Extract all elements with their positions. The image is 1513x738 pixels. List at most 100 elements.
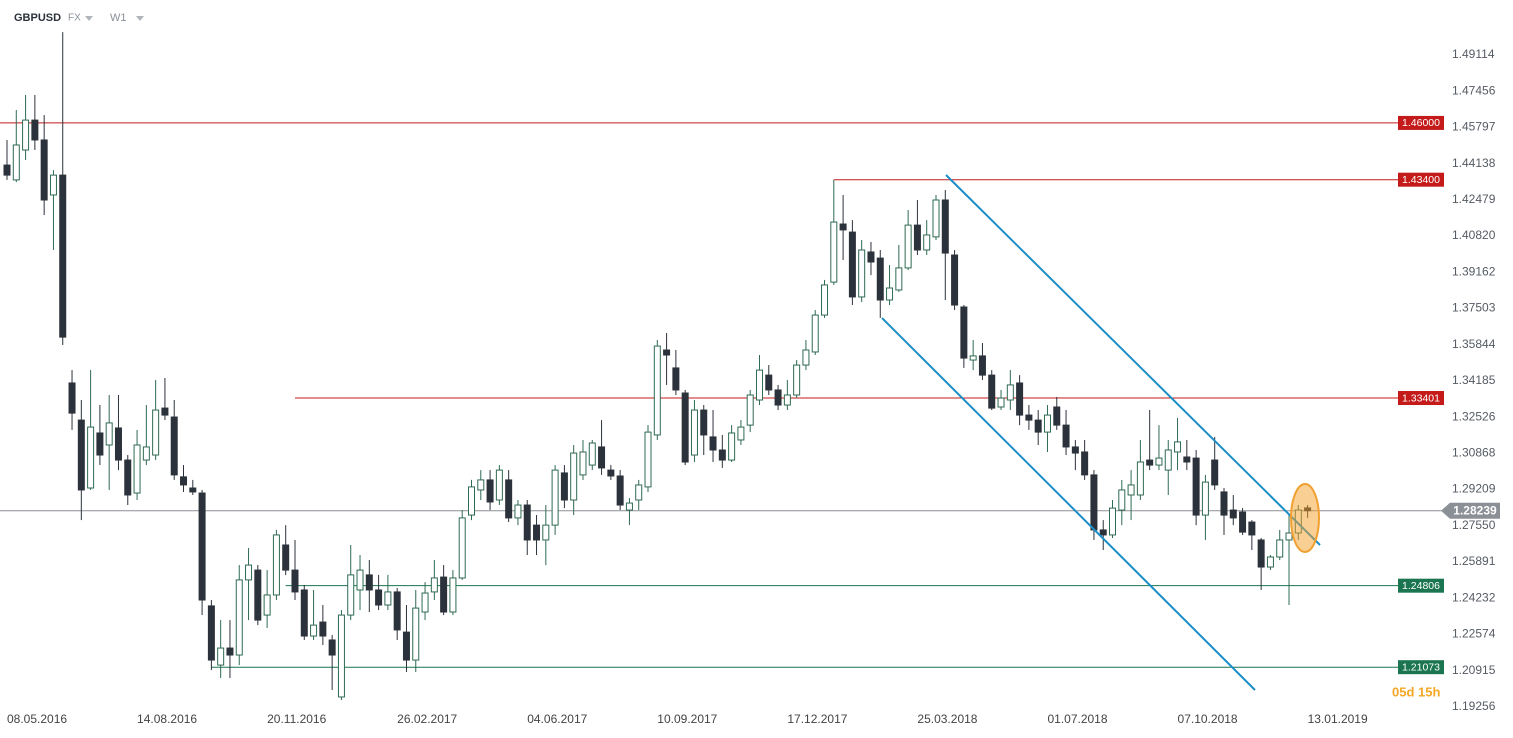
candle-body xyxy=(180,476,188,486)
x-tick-label: 13.01.2019 xyxy=(1308,712,1368,726)
candle-body xyxy=(728,432,736,461)
candle-body xyxy=(365,574,373,591)
candle-body xyxy=(681,392,689,463)
level-label: 1.24806 xyxy=(1402,580,1440,592)
candle-body xyxy=(291,569,299,593)
y-tick-label: 1.20915 xyxy=(1452,663,1496,677)
candle-body xyxy=(663,349,671,356)
candle-body xyxy=(68,382,76,414)
candle-body xyxy=(774,389,782,406)
y-tick-label: 1.29209 xyxy=(1452,482,1496,496)
candle-body xyxy=(1136,461,1144,496)
candle-body xyxy=(672,367,680,391)
y-tick-label: 1.19256 xyxy=(1452,699,1496,713)
candle-body xyxy=(412,607,420,661)
candle-body xyxy=(430,577,438,593)
candle-body xyxy=(477,479,485,491)
symbol[interactable]: GBPUSD xyxy=(14,12,61,24)
candle-body xyxy=(1248,521,1256,536)
candle-body xyxy=(1192,457,1200,516)
candle-body xyxy=(22,119,30,151)
candle-body xyxy=(690,409,698,456)
candle-body xyxy=(867,251,875,263)
y-tick-label: 1.37503 xyxy=(1452,301,1496,315)
candle-body xyxy=(1090,474,1098,531)
x-tick-label: 07.10.2018 xyxy=(1178,712,1238,726)
candle-body xyxy=(440,576,448,613)
candle-body xyxy=(263,594,271,616)
candle-body xyxy=(1285,532,1293,541)
candle-body xyxy=(1201,481,1209,516)
candle-body xyxy=(40,139,48,201)
level-label-box xyxy=(1398,115,1444,130)
candle-body xyxy=(969,355,977,361)
candle-body xyxy=(170,416,178,476)
level-label-box xyxy=(1398,660,1444,675)
dropdown-arrow[interactable] xyxy=(136,16,144,21)
candle-body xyxy=(932,199,940,238)
level-label: 1.21073 xyxy=(1402,661,1440,673)
candle-body xyxy=(839,223,847,231)
candle-body xyxy=(579,451,587,476)
candle-body xyxy=(1164,449,1172,471)
candle-body xyxy=(811,314,819,353)
candle-body xyxy=(133,444,141,494)
candle-body xyxy=(523,504,531,541)
x-tick-label: 14.08.2016 xyxy=(137,712,197,726)
candle-body xyxy=(923,234,931,251)
candle-body xyxy=(1276,539,1284,558)
x-tick-label: 04.06.2017 xyxy=(527,712,587,726)
countdown: 05d 15h xyxy=(1392,684,1440,699)
x-tick-label: 10.09.2017 xyxy=(657,712,717,726)
candle-body xyxy=(709,436,717,451)
candle-body xyxy=(328,639,336,656)
y-tick-label: 1.22574 xyxy=(1452,627,1496,641)
candle-body xyxy=(625,502,633,511)
candle-body xyxy=(87,426,95,489)
candle-body xyxy=(114,427,122,461)
candle-body xyxy=(1071,446,1079,454)
dropdown-arrow[interactable] xyxy=(85,16,93,21)
candle-body xyxy=(142,446,150,461)
candle-body xyxy=(1109,507,1117,536)
last-price-tag xyxy=(1441,502,1500,519)
candle-body xyxy=(505,479,513,519)
candle-body xyxy=(830,221,838,283)
candle-body xyxy=(421,592,429,613)
y-tick-label: 1.32526 xyxy=(1452,409,1496,423)
level-label: 1.43400 xyxy=(1402,174,1440,186)
candle-body xyxy=(495,469,503,501)
candle-body xyxy=(449,577,457,613)
y-tick-label: 1.34185 xyxy=(1452,373,1496,387)
candle-body xyxy=(997,397,1005,408)
last-price-label: 1.28239 xyxy=(1453,503,1497,517)
candle-body xyxy=(12,144,20,181)
candle-body xyxy=(1220,491,1228,516)
candle-body xyxy=(96,432,104,456)
candle-body xyxy=(904,224,912,269)
candle-body xyxy=(858,249,866,298)
y-tick-label: 1.39162 xyxy=(1452,264,1496,278)
candle-body xyxy=(653,345,661,436)
y-tick-label: 1.35844 xyxy=(1452,337,1496,351)
candle-body xyxy=(161,407,169,416)
y-tick-label: 1.40820 xyxy=(1452,228,1496,242)
candle-body xyxy=(1081,451,1089,476)
candle-body xyxy=(282,544,290,571)
market[interactable]: FX xyxy=(68,13,81,24)
x-tick-label: 17.12.2017 xyxy=(787,712,847,726)
candle-body xyxy=(988,374,996,409)
candle-body xyxy=(189,487,197,493)
candle-body xyxy=(644,431,652,488)
interval[interactable]: W1 xyxy=(110,12,127,24)
candle-body xyxy=(49,174,57,196)
candle-body xyxy=(59,174,67,338)
candle-body xyxy=(347,574,355,616)
candle-body xyxy=(802,349,810,366)
level-label-box xyxy=(1398,578,1444,593)
y-tick-label: 1.24232 xyxy=(1452,590,1496,604)
candle-body xyxy=(960,306,968,359)
candle-body xyxy=(886,287,894,301)
candle-body xyxy=(598,446,606,469)
